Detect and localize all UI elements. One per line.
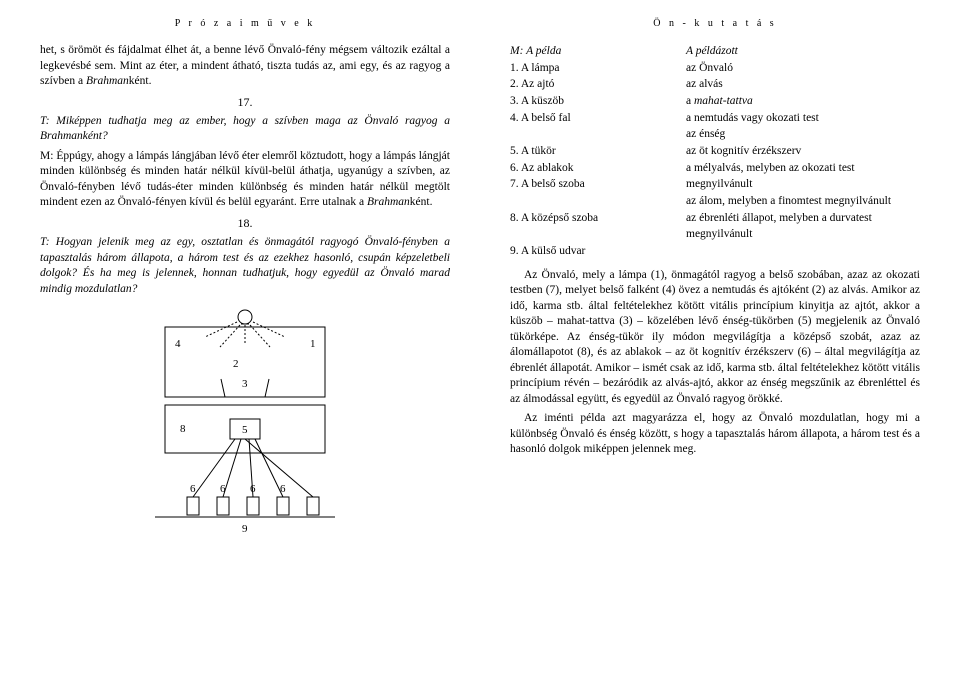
row-1-2: az Önvaló — [686, 60, 920, 77]
left-column: P r ó z a i m ű v e k het, s örömöt és f… — [40, 18, 450, 662]
left-p1: het, s örömöt és fájdalmat élhet át, a b… — [40, 43, 450, 90]
row-8-2: az álom, melyben a finomtest megnyilvánu… — [686, 193, 920, 210]
right-para2: Az iménti példa azt magyarázza el, hogy … — [510, 411, 920, 458]
table-col-1: M: A példa 1. A lámpa 2. Az ajtó 3. A kü… — [510, 43, 674, 260]
room-diagram: 4 1 2 3 8 5 6 6 6 6 9 — [145, 307, 345, 537]
row-9-2: az ébrenléti állapot, melyben a durvates… — [686, 210, 920, 243]
lbl-8: 8 — [180, 423, 186, 435]
spacer-8 — [510, 226, 674, 243]
t18: T: Hogyan jelenik meg az egy, osztatlan … — [40, 235, 450, 297]
m17b: Brahman — [367, 196, 410, 208]
row-9-1: 9. A külső udvar — [510, 243, 674, 260]
right-header: Ö n - k u t a t á s — [510, 18, 920, 29]
row-3-1: 3. A küszöb — [510, 93, 674, 110]
p1-italic: Brahman — [86, 75, 129, 87]
row-2-2: az alvás — [686, 76, 920, 93]
example-table: M: A példa 1. A lámpa 2. Az ajtó 3. A kü… — [510, 43, 920, 260]
table-head-2: A példázott — [686, 43, 920, 60]
lbl-2: 2 — [233, 358, 239, 370]
row-1-1: 1. A lámpa — [510, 60, 674, 77]
m17c: ként. — [410, 196, 433, 208]
spacer-7 — [510, 193, 674, 210]
lbl-9: 9 — [242, 523, 248, 535]
m17: M: Éppúgy, ahogy a lámpás lángjában lévő… — [40, 149, 450, 211]
row-6-2: az öt kognitív érzékszerv — [686, 143, 920, 160]
row-8-1: 8. A középső szoba — [510, 210, 674, 227]
num-17: 17. — [40, 94, 450, 110]
spacer-4 — [510, 126, 674, 143]
num-18: 18. — [40, 215, 450, 231]
lbl-6c: 6 — [250, 483, 256, 495]
row-4-1: 4. A belső fal — [510, 110, 674, 127]
left-body: het, s örömöt és fájdalmat élhet át, a b… — [40, 43, 450, 297]
row-2-1: 2. Az ajtó — [510, 76, 674, 93]
row-3-2: a mahat-tattva — [686, 93, 920, 110]
left-header: P r ó z a i m ű v e k — [40, 18, 450, 29]
lbl-5: 5 — [242, 424, 248, 436]
p1-end: ként. — [129, 75, 152, 87]
lbl-6d: 6 — [280, 483, 286, 495]
table-head-1: M: A példa — [510, 43, 674, 60]
right-para1: Az Önvaló, mely a lámpa (1), önmagától r… — [510, 268, 920, 408]
right-body: Az Önvaló, mely a lámpa (1), önmagától r… — [510, 268, 920, 458]
table-col-2: A példázott az Önvaló az alvás a mahat-t… — [686, 43, 920, 260]
row-5-1: 5. A tükör — [510, 143, 674, 160]
row-6-1: 6. Az ablakok — [510, 160, 674, 177]
lbl-6b: 6 — [220, 483, 226, 495]
lbl-6a: 6 — [190, 483, 196, 495]
lbl-4: 4 — [175, 338, 181, 350]
lbl-1: 1 — [310, 338, 316, 350]
row-7-1: 7. A belső szoba — [510, 176, 674, 193]
row-4-2: a nemtudás vagy okozati test — [686, 110, 920, 127]
lbl-3: 3 — [242, 378, 248, 390]
right-column: Ö n - k u t a t á s M: A példa 1. A lámp… — [510, 18, 920, 662]
row-7-2: a mélyalvás, melyben az okozati test meg… — [686, 160, 920, 193]
t17: T: Miképpen tudhatja meg az ember, hogy … — [40, 114, 450, 145]
row-5-2: az énség — [686, 126, 920, 143]
